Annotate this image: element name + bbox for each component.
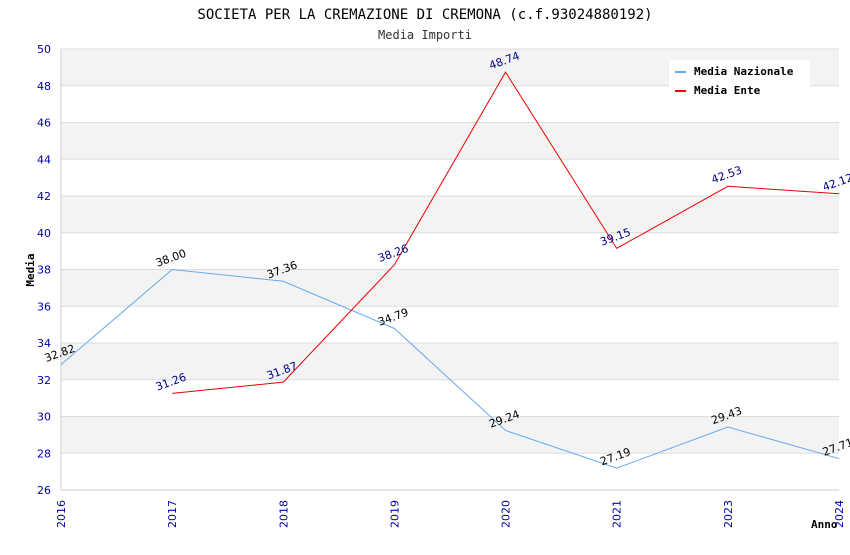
- series-line-ente: [172, 71, 840, 394]
- legend-label-ente: Media Ente: [694, 84, 761, 97]
- grid-band: [61, 343, 839, 380]
- y-axis-label: Media: [24, 253, 37, 286]
- data-labels: 32.8238.0037.3634.7929.2427.1929.4327.71…: [43, 49, 850, 468]
- grid-band: [61, 416, 839, 454]
- x-axis-ticks: 2016 2017 2018 2019 2020 2021 2023 2024: [55, 500, 846, 528]
- axes: [60, 49, 839, 491]
- y-tick-label: 44: [37, 153, 51, 166]
- y-axis-ticks: 26 28 30 32 34 36 38 40 42 44 46 48 50: [37, 43, 51, 497]
- y-tick-label: 34: [37, 337, 51, 350]
- data-label: 42.12: [821, 171, 850, 194]
- x-tick-label: 2018: [277, 500, 290, 528]
- chart-subtitle: Media Importi: [378, 28, 472, 42]
- data-label: 38.26: [376, 242, 410, 265]
- y-tick-label: 26: [37, 484, 51, 497]
- x-tick-label: 2017: [166, 500, 179, 528]
- y-tick-label: 28: [37, 447, 51, 460]
- legend-box: [669, 60, 810, 88]
- y-tick-label: 46: [37, 117, 51, 130]
- x-axis-label: Anno: [811, 518, 838, 531]
- y-tick-label: 48: [37, 80, 51, 93]
- y-tick-label: 36: [37, 300, 51, 313]
- legend: Media Nazionale Media Ente: [669, 60, 810, 97]
- y-tick-label: 40: [37, 227, 51, 240]
- data-label: 42.53: [710, 163, 744, 186]
- grid-band: [61, 196, 839, 233]
- x-tick-label: 2019: [388, 500, 401, 528]
- grid-band: [61, 269, 839, 307]
- data-label: 34.79: [376, 306, 410, 329]
- y-tick-label: 32: [37, 374, 51, 387]
- grid-band: [61, 122, 839, 160]
- x-tick-label: 2020: [500, 500, 513, 528]
- y-tick-label: 42: [37, 190, 51, 203]
- y-tick-label: 30: [37, 411, 51, 424]
- y-tick-label: 38: [37, 264, 51, 277]
- x-tick-label: 2021: [611, 500, 624, 528]
- x-tick-label: 2016: [55, 500, 68, 528]
- series-line-nazionale: [60, 268, 840, 469]
- chart-title: SOCIETA PER LA CREMAZIONE DI CREMONA (c.…: [197, 7, 652, 23]
- legend-label-nazionale: Media Nazionale: [694, 65, 794, 78]
- y-tick-label: 50: [37, 43, 51, 56]
- data-label: 38.00: [154, 247, 188, 270]
- x-tick-label: 2023: [722, 500, 735, 528]
- series-lines: [60, 71, 840, 469]
- x-tick-label: 2024: [833, 500, 846, 528]
